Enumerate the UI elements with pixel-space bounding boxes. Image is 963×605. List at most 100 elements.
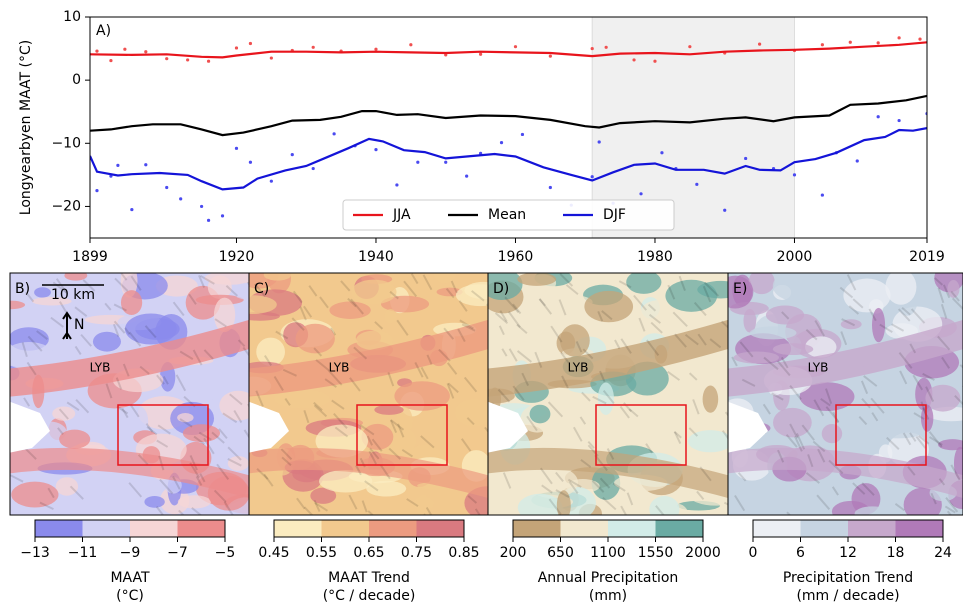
relief-shade xyxy=(502,472,512,489)
annual-point xyxy=(130,207,134,212)
relief-shade xyxy=(521,372,530,386)
relief-shade xyxy=(460,438,472,452)
colorbar-segment xyxy=(321,520,370,537)
relief-shade xyxy=(315,359,330,372)
relief-shade xyxy=(762,403,771,415)
relief-shade xyxy=(403,280,418,298)
annual-point xyxy=(590,175,594,179)
relief-shade xyxy=(737,472,747,482)
relief-shade xyxy=(858,416,868,426)
relief-shade xyxy=(213,489,227,503)
annual-point xyxy=(116,163,120,167)
colorbar-segment xyxy=(895,520,944,537)
relief-shade xyxy=(771,392,784,401)
relief-shade xyxy=(264,355,273,366)
relief-shade xyxy=(397,423,405,438)
annual-point xyxy=(744,156,748,161)
relief-shade xyxy=(846,274,857,291)
relief-shade xyxy=(499,310,508,323)
relief-shade xyxy=(75,398,90,414)
relief-shade xyxy=(275,330,289,340)
relief-shade xyxy=(355,464,362,476)
relief-shade xyxy=(128,482,143,498)
annual-point xyxy=(604,45,608,49)
relief-shade xyxy=(813,399,825,417)
series-line xyxy=(90,94,927,137)
relief-shade xyxy=(57,427,64,436)
map-zone xyxy=(319,469,373,493)
relief-shade xyxy=(699,466,712,482)
relief-shade xyxy=(227,446,242,461)
colorbar-segment xyxy=(130,520,178,537)
relief-shade xyxy=(812,440,826,453)
annual-point xyxy=(144,50,148,54)
annual-point xyxy=(290,153,294,157)
relief-shade xyxy=(909,432,917,442)
relief-shade xyxy=(80,333,92,347)
relief-shade xyxy=(688,427,699,437)
relief-shade xyxy=(863,375,878,387)
relief-shade xyxy=(124,327,131,335)
map-zone xyxy=(597,382,614,416)
relief-shade xyxy=(814,319,826,337)
map-zone xyxy=(227,456,249,471)
map-zone xyxy=(938,439,963,451)
map-zone xyxy=(454,398,488,427)
relief-shade xyxy=(507,311,521,328)
relief-shade xyxy=(203,349,214,360)
relief-shade xyxy=(172,301,185,317)
relief-shade xyxy=(709,338,722,349)
relief-shade xyxy=(538,298,553,315)
relief-shade xyxy=(198,431,212,441)
relief-shade xyxy=(467,495,478,504)
relief-shade xyxy=(313,401,323,411)
relief-shade xyxy=(199,473,206,483)
relief-shade xyxy=(21,342,28,358)
relief-shade xyxy=(891,323,905,332)
map-zone xyxy=(821,424,843,444)
relief-shade xyxy=(231,513,234,515)
relief-shade xyxy=(703,281,720,297)
relief-shade xyxy=(763,356,779,371)
relief-shade xyxy=(894,503,906,512)
colorbar-segment xyxy=(800,520,849,537)
place-label: LYB xyxy=(568,361,589,375)
relief-shade xyxy=(547,401,564,418)
map-zone xyxy=(182,424,221,443)
annual-point xyxy=(395,183,399,187)
relief-shade xyxy=(364,480,379,492)
map xyxy=(488,273,728,515)
relief-shade xyxy=(667,370,681,381)
relief-shade xyxy=(146,426,158,436)
relief-shade xyxy=(633,294,648,311)
relief-shade xyxy=(158,455,165,471)
annual-point xyxy=(95,49,99,53)
relief-shade xyxy=(319,296,329,309)
annual-point xyxy=(269,179,273,183)
relief-shade xyxy=(144,325,157,339)
colorbar-segment xyxy=(560,520,609,537)
annual-point xyxy=(513,45,518,49)
annual-point xyxy=(695,182,699,186)
relief-shade xyxy=(684,333,699,346)
relief-shade xyxy=(178,509,185,515)
relief-shade xyxy=(359,424,375,436)
map-zone xyxy=(396,406,413,436)
relief-shade xyxy=(959,364,963,369)
colorbar-tick-label: 0.75 xyxy=(401,545,432,561)
relief-shade xyxy=(720,320,728,329)
relief-shade xyxy=(807,454,814,468)
relief-shade xyxy=(721,430,728,440)
relief-shade xyxy=(214,318,227,328)
relief-shade xyxy=(868,308,877,322)
relief-shade xyxy=(263,473,274,487)
annual-point xyxy=(639,192,643,196)
relief-shade xyxy=(189,455,198,471)
relief-shade xyxy=(541,484,553,494)
annual-point xyxy=(876,41,880,45)
relief-shade xyxy=(497,388,511,403)
x-tick-label: 1940 xyxy=(358,249,394,265)
relief-shade xyxy=(256,468,269,480)
annual-point xyxy=(653,59,657,63)
relief-shade xyxy=(446,362,458,375)
